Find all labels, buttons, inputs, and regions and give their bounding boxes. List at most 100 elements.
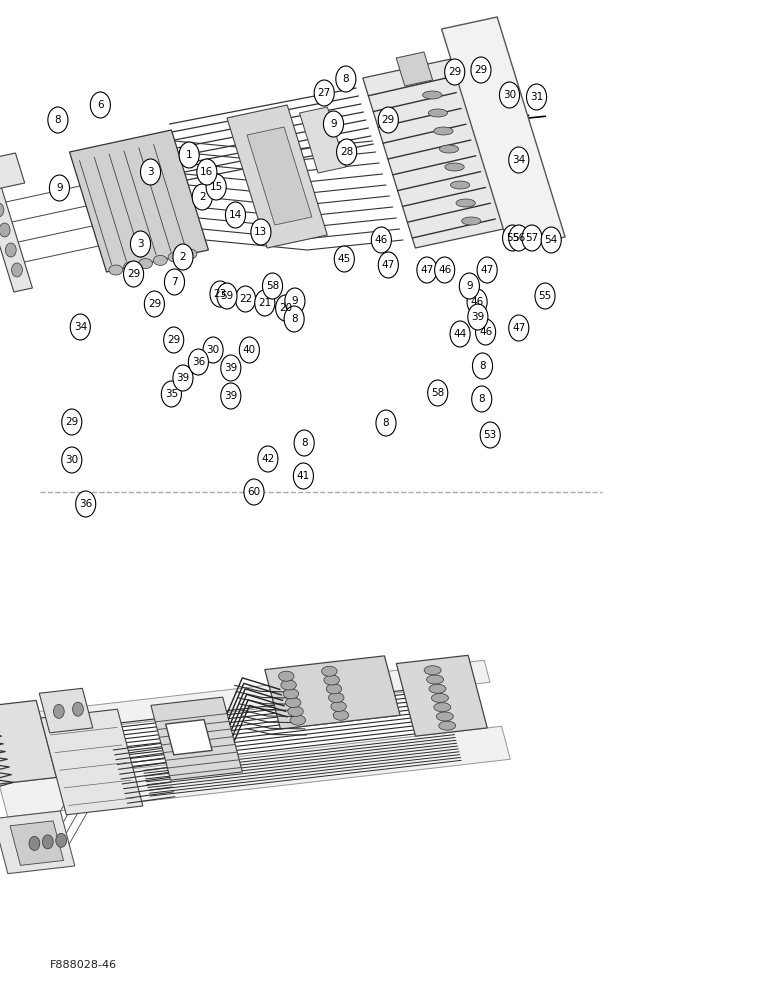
Ellipse shape xyxy=(329,693,344,703)
Text: 8: 8 xyxy=(479,361,486,371)
Circle shape xyxy=(371,227,391,253)
Ellipse shape xyxy=(427,675,444,684)
Ellipse shape xyxy=(432,693,449,702)
Ellipse shape xyxy=(436,712,453,721)
Circle shape xyxy=(206,174,226,200)
Circle shape xyxy=(477,257,497,283)
Circle shape xyxy=(76,491,96,517)
Text: 9: 9 xyxy=(292,296,298,306)
Ellipse shape xyxy=(154,255,168,265)
Ellipse shape xyxy=(334,710,349,720)
Circle shape xyxy=(235,286,256,312)
Circle shape xyxy=(503,225,523,251)
Polygon shape xyxy=(0,811,75,874)
Circle shape xyxy=(210,281,230,307)
Text: 39: 39 xyxy=(224,363,238,373)
Ellipse shape xyxy=(288,706,303,716)
Circle shape xyxy=(285,288,305,314)
Text: 9: 9 xyxy=(330,119,337,129)
Circle shape xyxy=(161,381,181,407)
Circle shape xyxy=(262,273,283,299)
Circle shape xyxy=(284,306,304,332)
Text: 46: 46 xyxy=(470,297,484,307)
Circle shape xyxy=(459,273,479,299)
Ellipse shape xyxy=(438,721,455,730)
Circle shape xyxy=(0,223,10,237)
Text: 35: 35 xyxy=(164,389,178,399)
Circle shape xyxy=(445,59,465,85)
Circle shape xyxy=(334,246,354,272)
Ellipse shape xyxy=(279,671,294,681)
Circle shape xyxy=(239,337,259,363)
Ellipse shape xyxy=(327,684,342,694)
Polygon shape xyxy=(442,17,565,249)
Text: 29: 29 xyxy=(65,417,79,427)
Ellipse shape xyxy=(462,217,481,225)
Text: 44: 44 xyxy=(453,329,467,339)
Circle shape xyxy=(217,283,237,309)
Circle shape xyxy=(192,184,212,210)
Text: 9: 9 xyxy=(466,281,472,291)
Circle shape xyxy=(141,159,161,185)
Polygon shape xyxy=(10,821,63,865)
Circle shape xyxy=(417,257,437,283)
Ellipse shape xyxy=(451,181,469,189)
Polygon shape xyxy=(41,709,143,815)
Ellipse shape xyxy=(290,715,306,725)
Circle shape xyxy=(541,227,561,253)
Text: 31: 31 xyxy=(530,92,543,102)
Text: 59: 59 xyxy=(220,291,234,301)
Circle shape xyxy=(124,261,144,287)
Text: 55: 55 xyxy=(506,233,520,243)
Text: 34: 34 xyxy=(73,322,87,332)
Polygon shape xyxy=(265,656,400,729)
Text: 15: 15 xyxy=(209,182,223,192)
Circle shape xyxy=(336,66,356,92)
Text: 39: 39 xyxy=(224,391,238,401)
Circle shape xyxy=(251,219,271,245)
Text: F888028-46: F888028-46 xyxy=(50,960,117,970)
Ellipse shape xyxy=(331,701,347,711)
Text: 29: 29 xyxy=(474,65,488,75)
Circle shape xyxy=(203,337,223,363)
Ellipse shape xyxy=(168,252,182,262)
Text: 29: 29 xyxy=(448,67,462,77)
Polygon shape xyxy=(227,105,327,248)
Circle shape xyxy=(244,479,264,505)
Ellipse shape xyxy=(286,698,301,708)
Text: 47: 47 xyxy=(420,265,434,275)
Circle shape xyxy=(450,321,470,347)
Ellipse shape xyxy=(424,666,441,675)
Text: 47: 47 xyxy=(512,323,526,333)
Text: 34: 34 xyxy=(512,155,526,165)
Text: 41: 41 xyxy=(296,471,310,481)
Circle shape xyxy=(468,304,488,330)
Circle shape xyxy=(294,430,314,456)
Text: 9: 9 xyxy=(56,183,63,193)
Circle shape xyxy=(12,263,22,277)
Text: 6: 6 xyxy=(97,100,103,110)
Text: 45: 45 xyxy=(337,254,351,264)
Circle shape xyxy=(188,349,208,375)
Circle shape xyxy=(509,225,529,251)
Ellipse shape xyxy=(183,249,197,259)
Circle shape xyxy=(378,252,398,278)
Text: 39: 39 xyxy=(176,373,190,383)
Circle shape xyxy=(5,243,16,257)
Circle shape xyxy=(314,80,334,106)
Text: 29: 29 xyxy=(167,335,181,345)
Text: 7: 7 xyxy=(171,277,178,287)
Text: 29: 29 xyxy=(381,115,395,125)
Text: 58: 58 xyxy=(431,388,445,398)
Text: 3: 3 xyxy=(147,167,154,177)
Text: 46: 46 xyxy=(479,327,493,337)
Circle shape xyxy=(173,244,193,270)
Text: 47: 47 xyxy=(381,260,395,270)
Text: 29: 29 xyxy=(127,269,141,279)
Circle shape xyxy=(472,353,493,379)
Text: 30: 30 xyxy=(206,345,220,355)
Circle shape xyxy=(255,290,275,316)
Text: 13: 13 xyxy=(254,227,268,237)
Ellipse shape xyxy=(456,199,476,207)
Text: 3: 3 xyxy=(137,239,144,249)
